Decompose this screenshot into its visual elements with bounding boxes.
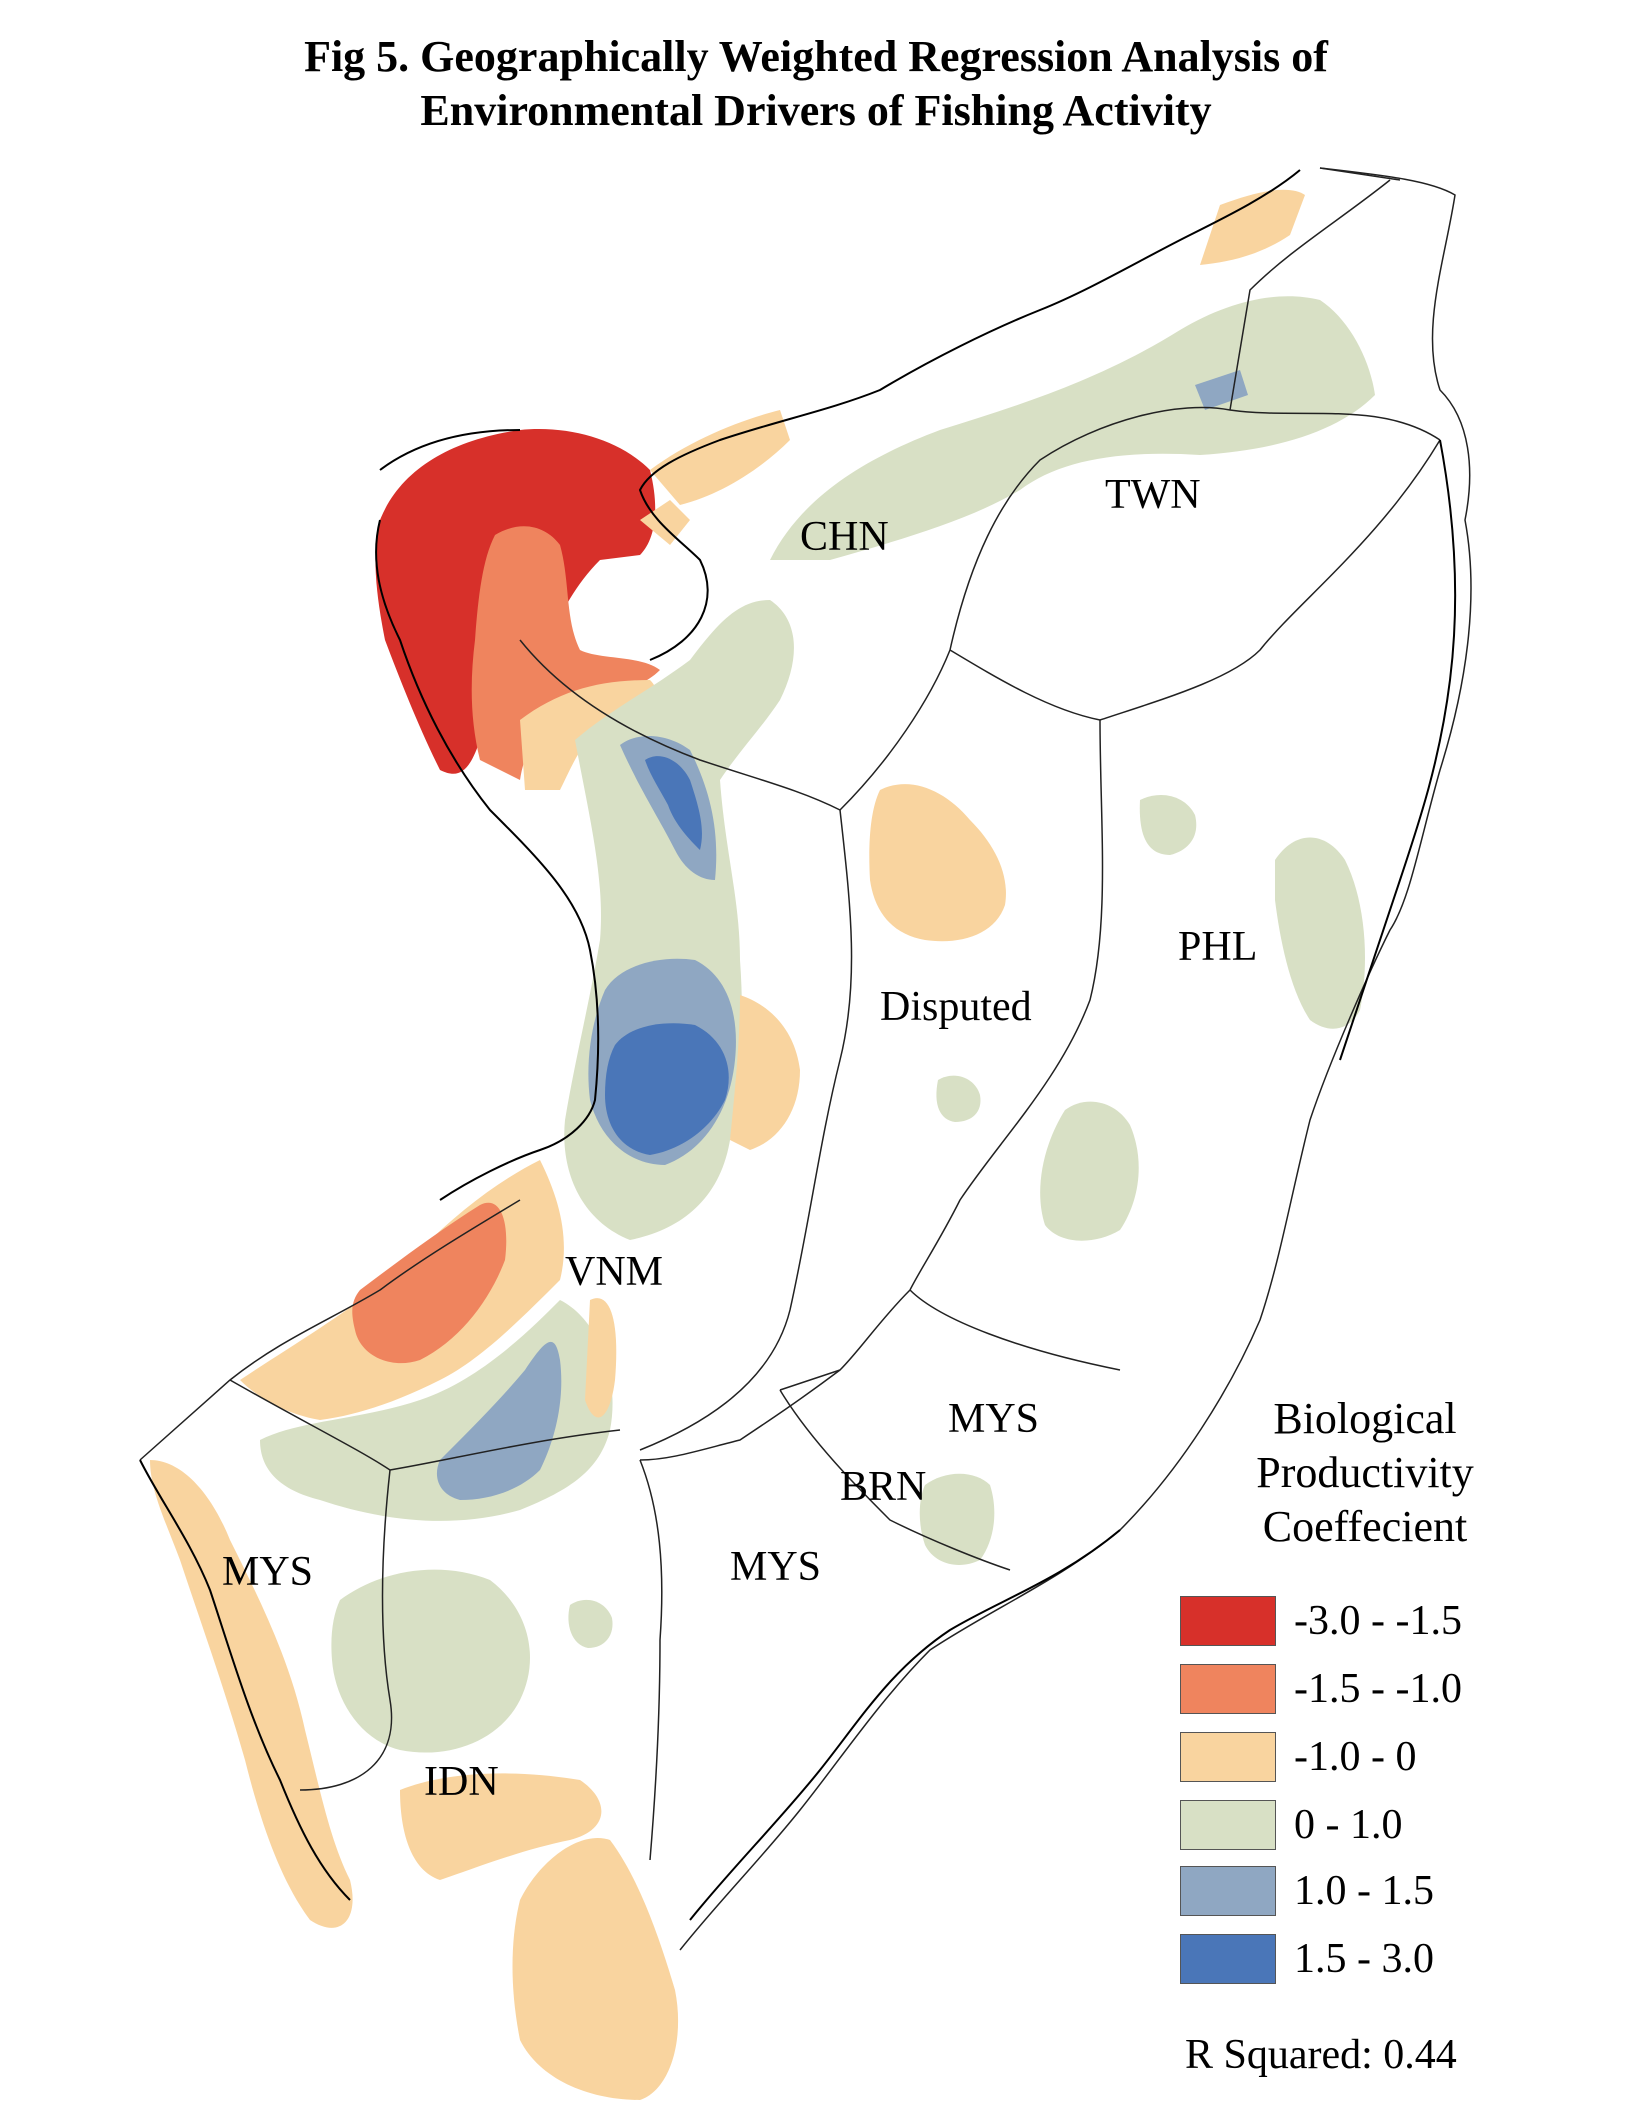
legend-swatch <box>1180 1596 1276 1646</box>
zone-vietnam-blue-north-dark <box>645 756 702 850</box>
zone-north-coast-orange <box>1200 189 1305 265</box>
legend-title-line-1: Biological <box>1273 1394 1457 1443</box>
country-labels: CHN TWN PHL Disputed VNM MYS BRN MYS MYS… <box>222 472 1257 1805</box>
label-mys-central: MYS <box>730 1544 821 1590</box>
boundary-chn-vnm <box>519 639 841 811</box>
r-squared-label: R Squared: 0.44 <box>1185 2032 1457 2078</box>
figure-title-line-1: Fig 5. Geographically Weighted Regressio… <box>304 32 1328 81</box>
figure-title-line-2: Environmental Drivers of Fishing Activit… <box>420 86 1212 135</box>
zone-phl-south-green <box>1040 1101 1139 1241</box>
label-vnm: VNM <box>565 1249 663 1295</box>
zone-sunda-green <box>331 1569 530 1753</box>
legend-item: 1.0 - 1.5 <box>1180 1866 1600 1916</box>
zone-gulf-blue <box>436 1341 562 1500</box>
boundary-north-coast <box>1319 167 1401 181</box>
zone-hainan-orange <box>640 500 690 545</box>
legend-swatch <box>1180 1664 1276 1714</box>
zone-gulf-orange <box>585 1298 617 1418</box>
coast-borneo <box>689 1529 1121 1921</box>
legend-swatch <box>1180 1866 1276 1916</box>
legend-item: 0 - 1.0 <box>1180 1800 1600 1850</box>
legend-label: 1.5 - 3.0 <box>1294 1936 1434 1982</box>
legend-swatch <box>1180 1732 1276 1782</box>
boundary-idn-central <box>639 1459 663 1861</box>
legend-label: -1.5 - -1.0 <box>1294 1666 1462 1712</box>
boundary-brn <box>779 1369 1011 1571</box>
boundary-chn-disputed <box>839 649 951 811</box>
coast-gulf-west <box>139 1459 351 1901</box>
zone-tonkin-orange <box>471 526 660 780</box>
boundary-mys-idn-west <box>299 1469 393 1791</box>
legend-label: 1.0 - 1.5 <box>1294 1868 1434 1914</box>
zone-vietnam-blue-north <box>620 735 717 880</box>
legend-item: -3.0 - -1.5 <box>1180 1596 1600 1646</box>
coefficient-surface <box>150 189 1375 2100</box>
boundary-chn-twn <box>949 406 1441 651</box>
legend-item: 1.5 - 3.0 <box>1180 1934 1600 1984</box>
zone-borneo-orange <box>512 1838 679 2100</box>
legend-item: -1.0 - 0 <box>1180 1732 1600 1782</box>
eez-boundaries <box>139 167 1472 1951</box>
zone-vietnam-orange-east <box>730 995 800 1150</box>
zone-north-shelf-green <box>770 296 1375 560</box>
boundary-mys-disputed <box>639 1289 1121 1461</box>
boundary-vnm-gulf <box>229 1379 621 1471</box>
label-mys-east: MYS <box>948 1396 1039 1442</box>
sea-outline <box>139 167 1472 1951</box>
legend-title: Biological Productivity Coeffecient <box>1200 1392 1530 1554</box>
boundary-twn-north <box>1229 179 1391 411</box>
zone-phl-coast-green <box>1275 837 1365 1029</box>
coast-philippines <box>1339 439 1457 1061</box>
legend-label: -1.0 - 0 <box>1294 1734 1417 1780</box>
legend-swatch <box>1180 1934 1276 1984</box>
zone-idn-orange <box>400 1773 602 1880</box>
legend-item: -1.5 - -1.0 <box>1180 1664 1600 1714</box>
legend-label: -3.0 - -1.5 <box>1294 1598 1462 1644</box>
legend-swatch <box>1180 1800 1276 1850</box>
zone-brunei-green <box>919 1473 995 1565</box>
zone-vietnam-blue-mid-dark <box>605 1023 729 1155</box>
zone-central-green-small <box>936 1075 981 1122</box>
coast-vietnam <box>375 429 600 1201</box>
zone-sunda-green-small <box>568 1599 613 1648</box>
label-phl: PHL <box>1178 924 1257 970</box>
legend-title-line-2: Productivity <box>1256 1448 1474 1497</box>
label-mys-west: MYS <box>222 1549 313 1595</box>
zone-phl-west-green <box>1139 795 1197 855</box>
label-brn: BRN <box>840 1464 926 1510</box>
legend-title-line-3: Coeffecient <box>1262 1502 1468 1551</box>
label-chn: CHN <box>800 514 889 560</box>
coast-china <box>638 169 1301 661</box>
figure-title: Fig 5. Geographically Weighted Regressio… <box>0 30 1632 138</box>
zone-north-coast-orange-2 <box>650 410 790 505</box>
zone-central-orange <box>869 784 1006 942</box>
zone-peninsula-orange <box>150 1460 353 1928</box>
legend-label: 0 - 1.0 <box>1294 1802 1403 1848</box>
label-idn: IDN <box>424 1759 499 1805</box>
boundary-twn-phl <box>949 439 1441 721</box>
boundary-disputed-phl <box>909 719 1104 1291</box>
boundary-vnm-disputed <box>639 809 853 1451</box>
label-twn: TWN <box>1105 472 1201 518</box>
zone-mekong-red <box>352 1202 507 1364</box>
label-disputed: Disputed <box>880 984 1032 1030</box>
coastline <box>139 169 1457 1921</box>
